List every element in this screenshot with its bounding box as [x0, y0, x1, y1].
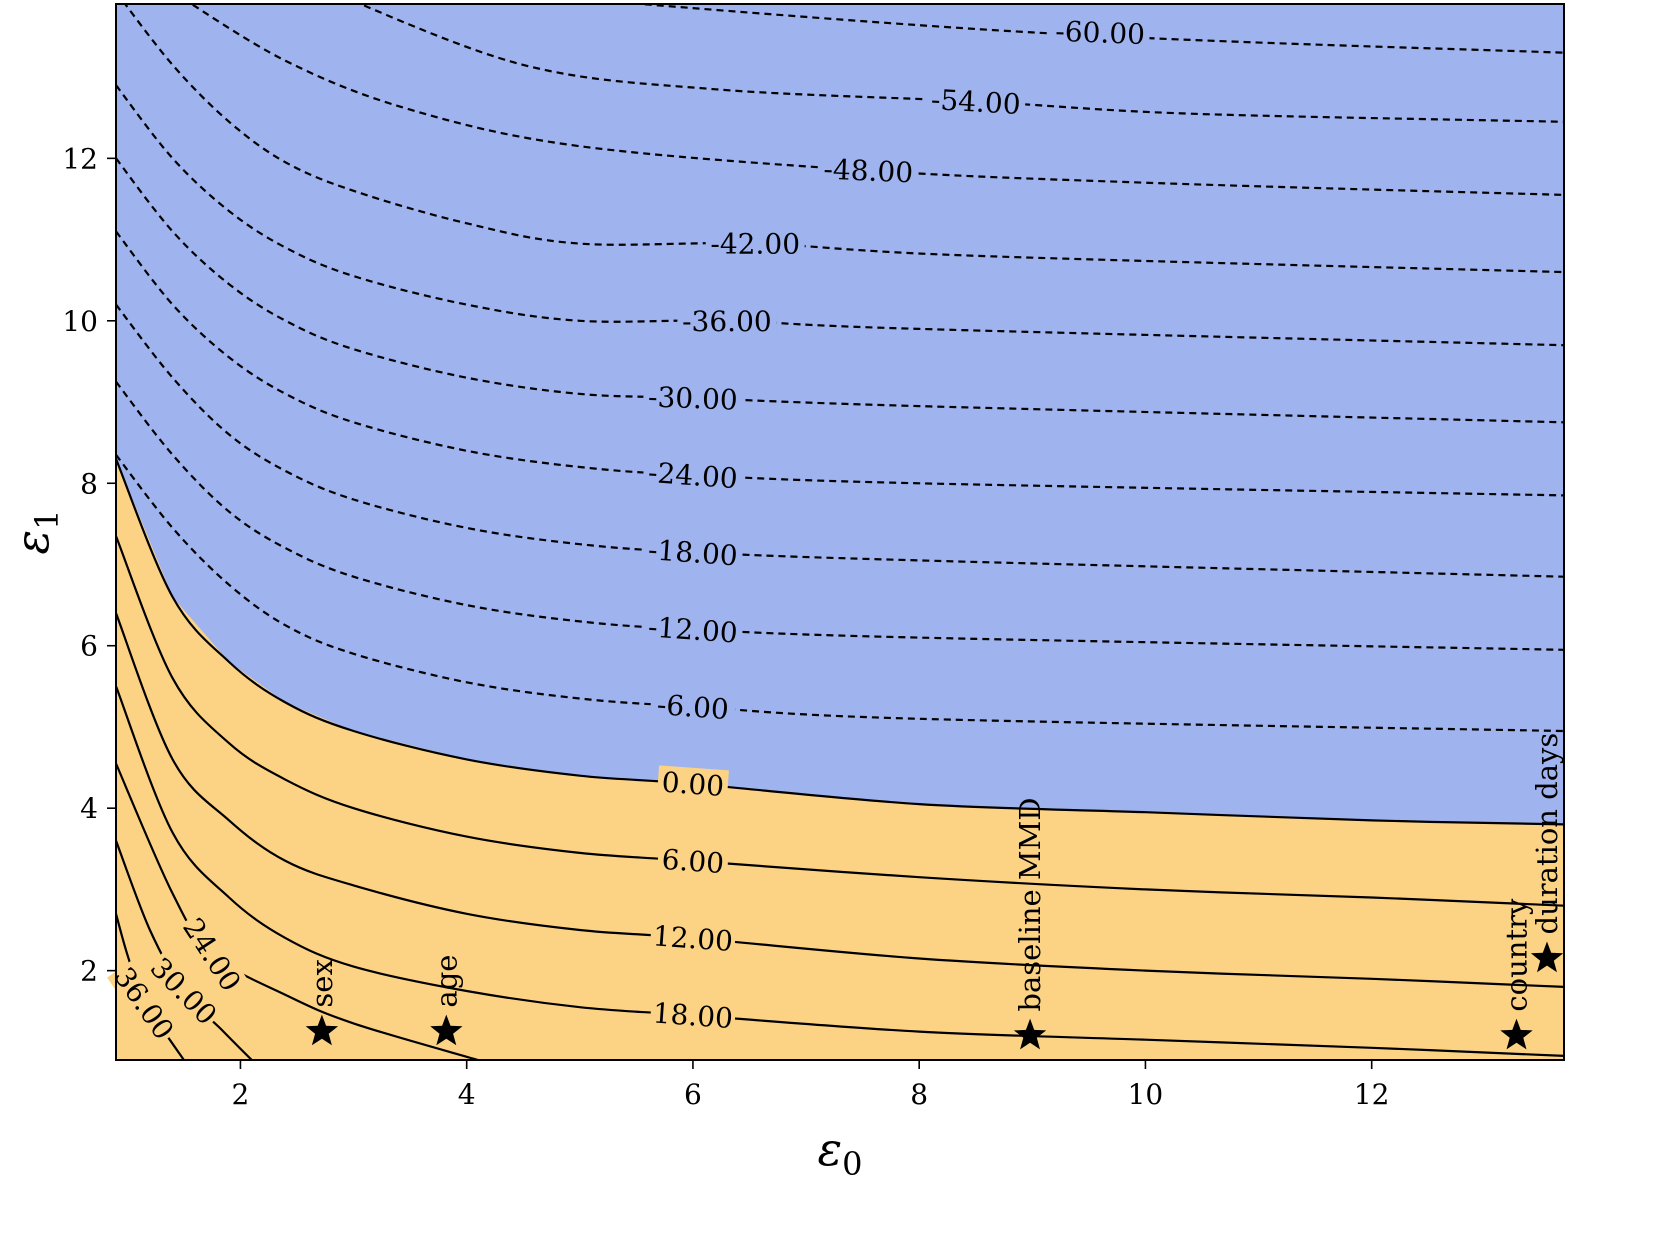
- contour-label-gap: [142, 949, 225, 1033]
- contour-label-group: 18.00: [649, 996, 737, 1035]
- marker-label: sex: [305, 959, 339, 1007]
- contour-line-neg36: [116, 84, 1564, 347]
- negative-region: [116, 4, 1564, 825]
- contour-line-neg18: [116, 303, 1564, 578]
- contour-label-gap: [649, 996, 737, 1035]
- marker-label: country: [1500, 898, 1534, 1012]
- x-tick-label: 12: [1354, 1078, 1390, 1111]
- contour-label: -24.00: [647, 456, 739, 495]
- contour-label-group: -18.00: [642, 532, 744, 572]
- star-marker-icon: [1500, 1018, 1533, 1050]
- contour-label-group: 0.00: [656, 765, 729, 803]
- contour-label-group: 12.00: [649, 919, 737, 958]
- contour-label-group: -6.00: [649, 687, 737, 726]
- y-tick-label: 4: [80, 792, 98, 825]
- contour-line-neg42: [123, 4, 1564, 274]
- marker-label: age: [429, 955, 463, 1008]
- x-tick-label: 2: [232, 1078, 250, 1111]
- x-axis-label: ε0: [817, 1122, 862, 1183]
- contour-line-neg60: [627, 4, 1564, 54]
- star-marker-icon: [1013, 1018, 1047, 1050]
- contour-line-0: [116, 458, 1564, 826]
- contour-label-gap: [642, 532, 744, 572]
- contour-label-group: -48.00: [818, 152, 919, 190]
- contour-line-neg12: [116, 381, 1564, 651]
- contour-line-neg24: [116, 230, 1564, 497]
- contour-label: -48.00: [823, 153, 914, 190]
- contour-label-group: -60.00: [1050, 14, 1151, 51]
- y-tick-label: 6: [80, 630, 98, 663]
- contour-label-group: -36.00: [677, 304, 777, 338]
- contour-label-gap: [642, 455, 744, 495]
- contour-label-gap: [1050, 14, 1151, 51]
- contour-label-group: -54.00: [925, 82, 1027, 121]
- x-tick-label: 8: [910, 1078, 928, 1111]
- contour-label-group: -12.00: [642, 610, 744, 650]
- contour-label: -60.00: [1055, 15, 1146, 51]
- contour-label-gap: [107, 959, 182, 1047]
- contour-label-gap: [642, 380, 743, 416]
- contour-label: 0.00: [661, 766, 726, 803]
- contour-labels: -60.00 -54.00 -48.00 -42.00 -36.00 -30.00 -24.…: [107, 14, 1151, 1047]
- y-tick-label: 2: [80, 955, 98, 988]
- y-axis-label: ε1: [5, 509, 66, 554]
- contour-line-12: [116, 612, 1564, 988]
- contour-label: 12.00: [652, 919, 734, 958]
- x-tick-label: 10: [1128, 1078, 1164, 1111]
- contour-line-6: [116, 535, 1564, 907]
- contour-label: 18.00: [652, 996, 734, 1035]
- contour-label: -30.00: [647, 380, 738, 416]
- x-axis-ticks: 2 4 6 8 10 12: [232, 1060, 1390, 1111]
- contour-line-neg30: [116, 157, 1564, 424]
- contour-label-gap: [175, 910, 249, 999]
- star-marker-icon: [1530, 941, 1564, 973]
- contour-label: -18.00: [647, 533, 739, 572]
- contour-label: -42.00: [710, 228, 800, 261]
- y-tick-label: 8: [80, 467, 98, 500]
- star-marker-icon: [305, 1014, 339, 1046]
- contour-label-gap: [642, 610, 744, 649]
- contour-line-neg6: [116, 454, 1564, 733]
- star-marker-icon: [430, 1014, 463, 1046]
- contour-label-gap: [818, 152, 919, 189]
- marker-label: baseline MMD: [1013, 797, 1047, 1011]
- contour-label: -54.00: [930, 83, 1021, 121]
- contour-lines: [116, 4, 1564, 1060]
- contour-label-gap: [705, 227, 805, 260]
- contour-label-group: -24.00: [642, 455, 744, 495]
- contour-line-24: [116, 763, 479, 1060]
- y-axis-ticks: 2 4 6 8 10 12: [62, 142, 116, 988]
- plot-frame: [115, 3, 1565, 1061]
- contour-label: -6.00: [656, 688, 730, 726]
- contour-line-neg48: [189, 4, 1564, 196]
- contour-label-gap: [925, 82, 1027, 121]
- x-tick-label: 6: [684, 1078, 702, 1111]
- marker-label: duration days: [1530, 733, 1564, 935]
- contour-label-gap: [677, 304, 777, 337]
- contour-line-neg54: [357, 4, 1564, 123]
- contour-label-gap: [656, 765, 729, 803]
- contour-label-gap: [649, 687, 737, 726]
- contour-label: 6.00: [661, 843, 726, 880]
- contour-line-18: [116, 685, 1564, 1057]
- contour-label-group: -42.00: [705, 227, 805, 261]
- contour-label-group: 6.00: [656, 842, 729, 880]
- x-tick-label: 4: [458, 1078, 476, 1111]
- contour-label-gap: [649, 919, 737, 958]
- contour-label-group: -30.00: [642, 380, 743, 417]
- y-tick-label: 12: [62, 142, 98, 175]
- contour-label: -36.00: [682, 305, 772, 338]
- contour-label: -12.00: [647, 610, 739, 649]
- contour-label-gap: [656, 842, 729, 880]
- y-tick-label: 10: [62, 305, 98, 338]
